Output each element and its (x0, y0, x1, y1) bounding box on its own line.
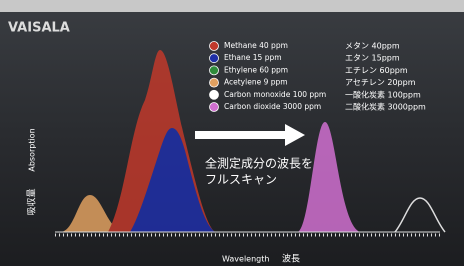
y-label: Absorption (28, 128, 37, 171)
legend-swatch (210, 42, 219, 51)
legend-label: Acetylene 9 ppm (224, 78, 288, 87)
legend-label-ja: アセチレン 20ppm (345, 78, 416, 87)
legend-swatch (210, 54, 219, 63)
annotation: 全測定成分の波長を (205, 156, 313, 171)
x-label-ja: 波長 (282, 253, 300, 265)
top-strip (0, 0, 464, 12)
x-label: Wavelength (222, 255, 269, 264)
legend-label-ja: 二酸化炭素 3000ppm (345, 102, 426, 112)
legend-swatch (210, 90, 219, 99)
screen: VAISALA 全測定成分の波長を フルスキャン Absorption 吸収量 … (0, 0, 464, 266)
legend-label: Ethylene 60 ppm (224, 65, 288, 74)
y-label-ja: 吸収量 (26, 188, 38, 215)
legend-label: Methane 40 ppm (224, 41, 288, 50)
legend-label: Ethane 15 ppm (224, 53, 282, 62)
legend-label-ja: 一酸化炭素 100ppm (345, 89, 421, 99)
annotation: フルスキャン (205, 173, 277, 187)
legend-swatch (210, 66, 219, 75)
brand: VAISALA (8, 21, 70, 36)
page: VAISALA 全測定成分の波長を フルスキャン Absorption 吸収量 … (0, 0, 464, 266)
legend-swatch (210, 78, 219, 87)
legend-label-ja: エチレン 60ppm (345, 66, 408, 75)
legend-label-ja: メタン 40ppm (345, 42, 400, 51)
legend-swatch (210, 103, 219, 112)
legend-label: Carbon monoxide 100 ppm (224, 90, 326, 99)
legend-label: Carbon dioxide 3000 ppm (224, 102, 321, 111)
legend-label-ja: エタン 15ppm (345, 54, 400, 63)
